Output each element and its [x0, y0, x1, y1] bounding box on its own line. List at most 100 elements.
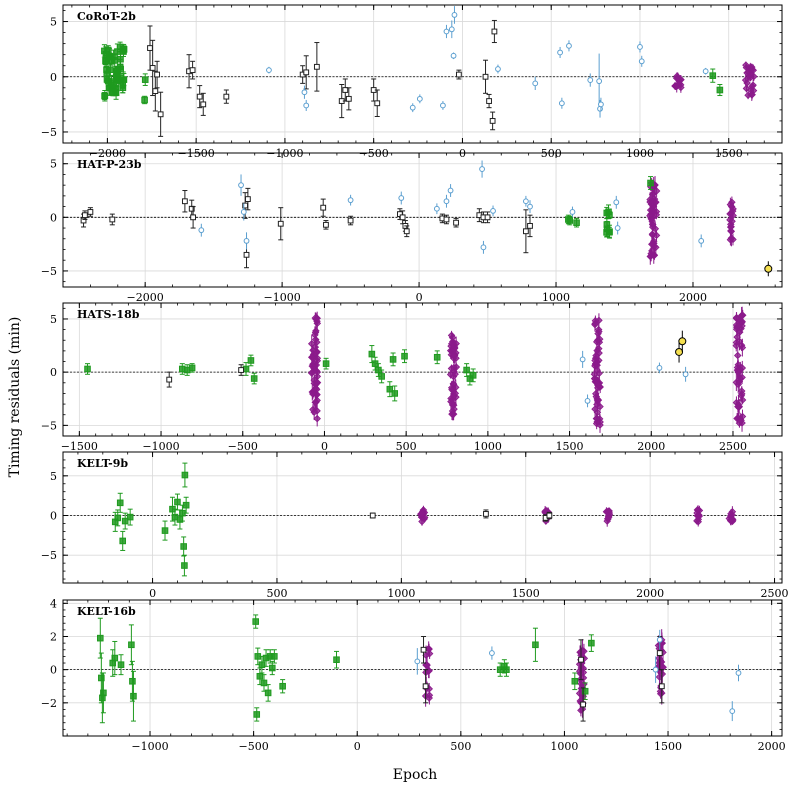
data-point [656, 629, 663, 650]
point-marker [303, 69, 310, 76]
data-point [266, 66, 272, 74]
point-marker [581, 687, 589, 695]
point-marker [196, 93, 203, 100]
cluster-point [728, 515, 736, 523]
data-point [100, 672, 107, 714]
point-marker [244, 196, 251, 202]
data-point [489, 646, 495, 660]
point-marker [345, 95, 352, 102]
point-marker [675, 347, 684, 356]
point-marker [613, 199, 620, 206]
point-marker [399, 214, 406, 221]
point-marker [749, 81, 757, 89]
x-tick-label: −1000 [131, 740, 168, 753]
point-marker [101, 47, 108, 55]
cluster-point [693, 506, 702, 514]
point-marker [732, 314, 741, 323]
cluster-point [738, 395, 747, 405]
cluster-point [103, 66, 111, 81]
cluster-point [738, 360, 747, 376]
cluster-point [417, 509, 426, 518]
data-point [253, 707, 261, 722]
point-marker [453, 219, 459, 226]
data-point [111, 640, 119, 676]
panel-frame [62, 599, 783, 737]
data-point [440, 101, 446, 110]
point-marker [121, 517, 129, 525]
cluster-point [310, 404, 318, 421]
point-marker [347, 197, 354, 204]
cluster-point [310, 361, 318, 376]
data-point [483, 509, 489, 519]
data-point [154, 60, 160, 89]
data-point [190, 206, 197, 229]
x-tick-label: 0 [354, 740, 361, 753]
cluster-point [112, 85, 120, 100]
point-marker [323, 221, 329, 228]
data-point [84, 363, 91, 375]
x-tick-label: 500 [450, 740, 471, 753]
cluster-point [117, 51, 124, 68]
x-tick-label: 500 [396, 440, 417, 453]
data-point [698, 234, 705, 248]
point-marker [414, 658, 421, 665]
point-marker [743, 69, 751, 77]
point-marker [253, 711, 261, 718]
cluster-point [591, 317, 599, 332]
data-point [532, 76, 539, 91]
y-tick-label: −5 [41, 419, 57, 432]
point-marker [157, 111, 164, 118]
point-marker [116, 43, 124, 51]
point-marker [587, 77, 594, 83]
cluster-point [695, 512, 704, 520]
point-marker [489, 650, 495, 656]
point-marker [734, 322, 743, 330]
point-marker [469, 372, 477, 379]
point-marker [738, 396, 747, 404]
panel-frame [62, 451, 783, 584]
point-marker [578, 705, 587, 713]
x-tick-label: 1000 [542, 291, 570, 304]
point-marker [486, 98, 492, 104]
point-marker [322, 360, 330, 367]
cluster-point [595, 367, 603, 380]
data-point [403, 225, 410, 238]
point-marker [709, 72, 717, 79]
y-tick-label: 0 [50, 71, 57, 84]
point-marker [676, 75, 685, 84]
point-marker [333, 656, 340, 664]
y-tick-label: 5 [50, 16, 57, 29]
data-point [82, 210, 88, 220]
point-marker [729, 708, 736, 715]
point-marker [198, 227, 205, 234]
point-marker [578, 656, 584, 663]
point-marker [82, 212, 88, 219]
point-marker [109, 88, 117, 96]
point-marker [311, 314, 320, 322]
point-marker [238, 182, 244, 189]
data-point [573, 217, 580, 228]
point-marker [594, 381, 602, 389]
point-marker [580, 701, 586, 708]
point-marker [489, 118, 496, 124]
data-point [301, 85, 308, 99]
data-point [558, 97, 565, 109]
data-point [587, 73, 594, 87]
panel-frame [62, 152, 783, 288]
point-marker [243, 251, 250, 258]
cluster-point [652, 184, 661, 198]
y-tick-label: 0 [50, 510, 57, 523]
point-marker [147, 45, 153, 51]
data-point [374, 89, 381, 118]
data-point [320, 198, 327, 217]
x-tick-label: 1500 [512, 587, 540, 600]
point-marker [126, 513, 134, 521]
x-tick-label: 1000 [387, 587, 415, 600]
data-point [527, 200, 533, 214]
point-marker [369, 512, 376, 519]
panel-points [84, 306, 747, 433]
data-point [496, 662, 504, 677]
point-marker [240, 209, 247, 215]
data-point [637, 41, 643, 53]
point-marker [484, 214, 491, 221]
